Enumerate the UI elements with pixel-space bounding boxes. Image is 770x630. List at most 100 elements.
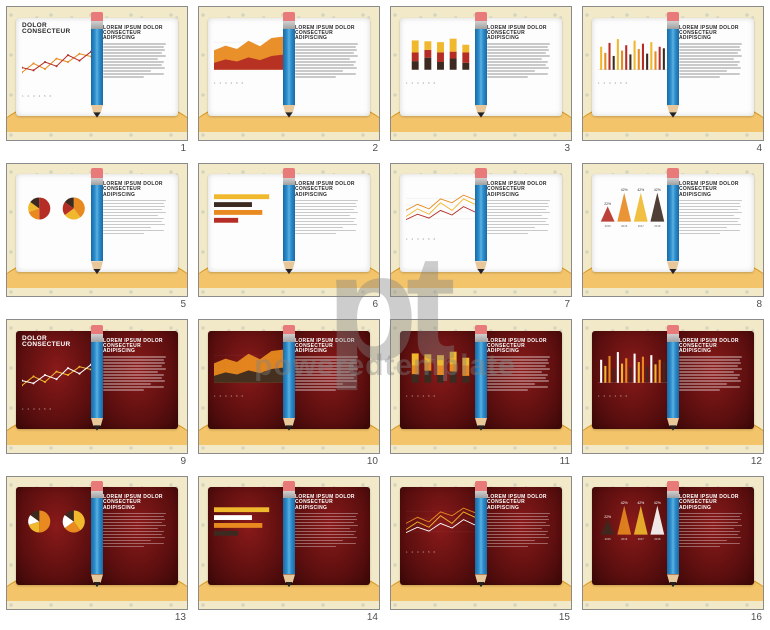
- axis-x: 1 2 3 4 5 6: [22, 94, 91, 98]
- open-book: LOREM IPSUM DOLORCONSECTEUR ADIPISCING: [16, 174, 178, 272]
- open-book: 1 2 3 4 5 6 LOREM IPSUM DOLORCONSECTEUR …: [592, 331, 754, 429]
- slide-thumbnail[interactable]: LOREM IPSUM DOLORCONSECTEUR ADIPISCING 1…: [198, 476, 380, 625]
- slide-title: DOLORCONSECTEUR: [22, 336, 91, 350]
- slide-thumbnail[interactable]: 1 2 3 4 5 6 LOREM IPSUM DOLORCONSECTEUR …: [390, 319, 572, 468]
- slide-number: 14: [198, 610, 380, 624]
- slide-number: 6: [198, 297, 380, 311]
- slide-thumbnail[interactable]: 22%201542%201642%201742%2018 LOREM IPSUM…: [582, 476, 764, 625]
- chart-thin_bars: [598, 25, 667, 80]
- open-book: DOLORCONSECTEUR1 2 3 4 5 6 LOREM IPSUM D…: [16, 331, 178, 429]
- svg-text:42%: 42%: [621, 188, 628, 192]
- book-page-right: LOREM IPSUM DOLORCONSECTEUR ADIPISCING: [673, 487, 754, 585]
- svg-text:22%: 22%: [604, 515, 611, 519]
- slide-number: 8: [582, 297, 764, 311]
- slide-number: 11: [390, 454, 572, 468]
- pencil-icon: [667, 481, 679, 587]
- book-page-right: LOREM IPSUM DOLORCONSECTEUR ADIPISCING: [289, 18, 370, 116]
- chart-pie: [22, 181, 91, 236]
- open-book: 1 2 3 4 5 6 LOREM IPSUM DOLORCONSECTEUR …: [592, 18, 754, 116]
- slide-thumbnail[interactable]: 1 2 3 4 5 6 LOREM IPSUM DOLORCONSECTEUR …: [390, 163, 572, 312]
- chart-pie: [22, 494, 91, 549]
- book-page-right: LOREM IPSUM DOLORCONSECTEUR ADIPISCING: [481, 174, 562, 272]
- axis-x: 1 2 3 4 5 6: [214, 394, 283, 398]
- book-page-left: [208, 487, 289, 585]
- pencil-icon: [91, 168, 103, 274]
- slide-thumbnail[interactable]: LOREM IPSUM DOLORCONSECTEUR ADIPISCING 1…: [6, 476, 188, 625]
- book-page-left: 22%201542%201642%201742%2018: [592, 174, 673, 272]
- open-book: 1 2 3 4 5 6 LOREM IPSUM DOLORCONSECTEUR …: [400, 174, 562, 272]
- book-page-right: LOREM IPSUM DOLORCONSECTEUR ADIPISCING: [673, 18, 754, 116]
- slide-thumbnail[interactable]: DOLORCONSECTEUR 1 2 3 4 5 6 LOREM IPSUM D…: [6, 6, 188, 155]
- right-heading: LOREM IPSUM DOLORCONSECTEUR ADIPISCING: [103, 339, 172, 355]
- open-book: 22%201542%201642%201742%2018 LOREM IPSUM…: [592, 487, 754, 585]
- chart-stacked_bar: [406, 25, 475, 80]
- slide-number: 9: [6, 454, 188, 468]
- right-heading: LOREM IPSUM DOLORCONSECTEUR ADIPISCING: [295, 495, 364, 511]
- chart-multiline: [406, 494, 475, 549]
- svg-text:42%: 42%: [654, 501, 661, 505]
- right-heading: LOREM IPSUM DOLORCONSECTEUR ADIPISCING: [295, 182, 364, 198]
- chart-stacked_bar: [406, 338, 475, 393]
- svg-text:2018: 2018: [654, 224, 661, 228]
- slide-title: DOLORCONSECTEUR: [22, 23, 91, 37]
- book-page-left: 1 2 3 4 5 6: [400, 331, 481, 429]
- slide-number: 4: [582, 141, 764, 155]
- right-heading: LOREM IPSUM DOLORCONSECTEUR ADIPISCING: [487, 495, 556, 511]
- slide-thumbnail[interactable]: 22%201542%201642%201742%2018 LOREM IPSUM…: [582, 163, 764, 312]
- slide-canvas: 1 2 3 4 5 6 LOREM IPSUM DOLORCONSECTEUR …: [390, 163, 572, 298]
- chart-area: [214, 338, 283, 393]
- slide-thumbnail[interactable]: 1 2 3 4 5 6 LOREM IPSUM DOLORCONSECTEUR …: [390, 476, 572, 625]
- book-page-left: DOLORCONSECTEUR1 2 3 4 5 6: [16, 331, 97, 429]
- slide-thumbnail[interactable]: 1 2 3 4 5 6 LOREM IPSUM DOLORCONSECTEUR …: [198, 6, 380, 155]
- svg-text:2017: 2017: [638, 537, 645, 541]
- book-page-left: [16, 174, 97, 272]
- svg-text:2018: 2018: [654, 537, 661, 541]
- slide-thumbnail[interactable]: 1 2 3 4 5 6 LOREM IPSUM DOLORCONSECTEUR …: [390, 6, 572, 155]
- right-heading: LOREM IPSUM DOLORCONSECTEUR ADIPISCING: [103, 26, 172, 42]
- right-heading: LOREM IPSUM DOLORCONSECTEUR ADIPISCING: [487, 339, 556, 355]
- open-book: 1 2 3 4 5 6 LOREM IPSUM DOLORCONSECTEUR …: [208, 18, 370, 116]
- slide-number: 16: [582, 610, 764, 624]
- open-book: 1 2 3 4 5 6 LOREM IPSUM DOLORCONSECTEUR …: [400, 18, 562, 116]
- chart-thin_bars: [598, 338, 667, 393]
- chart-triangles: 22%201542%201642%201742%2018: [598, 181, 667, 236]
- chart-line: [22, 38, 91, 93]
- axis-x: 1 2 3 4 5 6: [598, 394, 667, 398]
- book-page-left: [16, 487, 97, 585]
- slide-thumbnail[interactable]: 1 2 3 4 5 6 LOREM IPSUM DOLORCONSECTEUR …: [582, 6, 764, 155]
- book-page-right: LOREM IPSUM DOLORCONSECTEUR ADIPISCING: [289, 174, 370, 272]
- axis-x: 1 2 3 4 5 6: [406, 237, 475, 241]
- chart-triangles: 22%201542%201642%201742%2018: [598, 494, 667, 549]
- slide-canvas: 1 2 3 4 5 6 LOREM IPSUM DOLORCONSECTEUR …: [582, 6, 764, 141]
- pencil-icon: [475, 12, 487, 118]
- book-page-right: LOREM IPSUM DOLORCONSECTEUR ADIPISCING: [673, 174, 754, 272]
- book-page-right: LOREM IPSUM DOLORCONSECTEUR ADIPISCING: [97, 331, 178, 429]
- svg-text:42%: 42%: [637, 501, 644, 505]
- book-page-left: 1 2 3 4 5 6: [400, 18, 481, 116]
- chart-area: [214, 25, 283, 80]
- book-page-right: LOREM IPSUM DOLORCONSECTEUR ADIPISCING: [97, 487, 178, 585]
- slide-canvas: DOLORCONSECTEUR 1 2 3 4 5 6 LOREM IPSUM D…: [6, 6, 188, 141]
- slide-thumbnail[interactable]: DOLORCONSECTEUR1 2 3 4 5 6 LOREM IPSUM D…: [6, 319, 188, 468]
- svg-text:22%: 22%: [604, 202, 611, 206]
- chart-hbars: [214, 181, 283, 236]
- book-page-left: 22%201542%201642%201742%2018: [592, 487, 673, 585]
- chart-hbars: [214, 494, 283, 549]
- slide-number: 10: [198, 454, 380, 468]
- axis-x: 1 2 3 4 5 6: [406, 394, 475, 398]
- slide-number: 15: [390, 610, 572, 624]
- book-page-left: 1 2 3 4 5 6: [592, 331, 673, 429]
- open-book: LOREM IPSUM DOLORCONSECTEUR ADIPISCING: [208, 174, 370, 272]
- slide-thumbnail[interactable]: 1 2 3 4 5 6 LOREM IPSUM DOLORCONSECTEUR …: [582, 319, 764, 468]
- slide-thumbnail[interactable]: LOREM IPSUM DOLORCONSECTEUR ADIPISCING 6: [198, 163, 380, 312]
- slide-thumbnail[interactable]: LOREM IPSUM DOLORCONSECTEUR ADIPISCING 5: [6, 163, 188, 312]
- pencil-icon: [283, 325, 295, 431]
- slide-canvas: LOREM IPSUM DOLORCONSECTEUR ADIPISCING: [198, 163, 380, 298]
- pencil-icon: [475, 325, 487, 431]
- book-page-right: LOREM IPSUM DOLORCONSECTEUR ADIPISCING: [97, 174, 178, 272]
- slide-number: 3: [390, 141, 572, 155]
- slide-thumbnail[interactable]: 1 2 3 4 5 6 LOREM IPSUM DOLORCONSECTEUR …: [198, 319, 380, 468]
- book-page-right: LOREM IPSUM DOLORCONSECTEUR ADIPISCING: [481, 487, 562, 585]
- right-heading: LOREM IPSUM DOLORCONSECTEUR ADIPISCING: [487, 26, 556, 42]
- book-page-left: 1 2 3 4 5 6: [592, 18, 673, 116]
